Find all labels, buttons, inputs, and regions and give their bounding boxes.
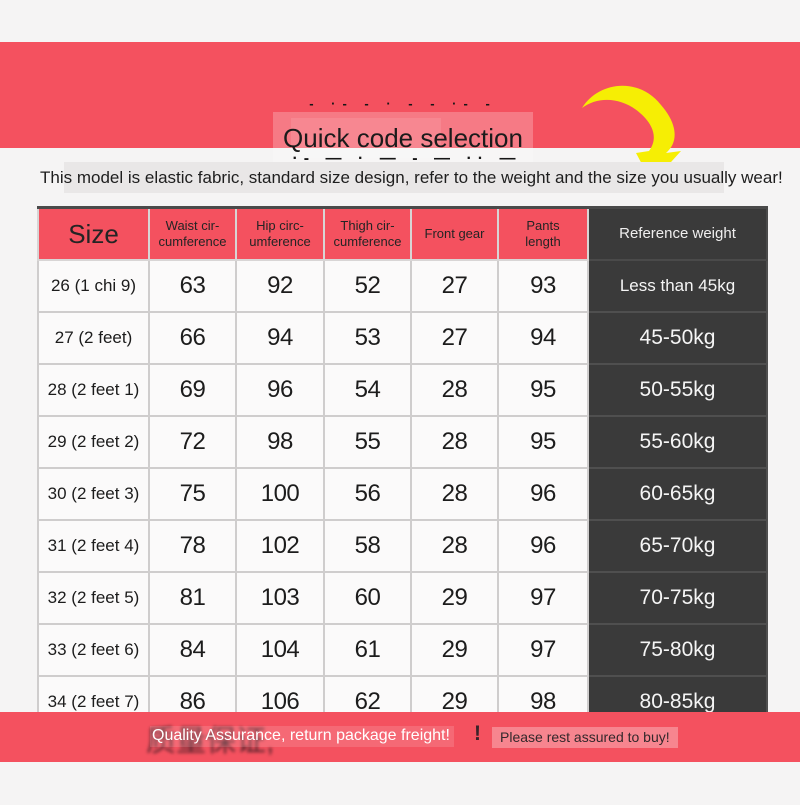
cell-front: 27: [410, 311, 499, 365]
footer-banner: 质量保证, Quality Assurance, return package …: [0, 712, 800, 762]
cell-waist: 72: [148, 415, 237, 469]
footer-exclamation: !: [474, 722, 481, 745]
cell-length: 94: [497, 311, 589, 365]
header-row: Size Waist cir- cumference Hip circ- umf…: [37, 206, 768, 261]
table-row: 31 (2 feet 4) 78 102 58 28 96 65-70kg: [37, 519, 768, 573]
cell-front: 28: [410, 519, 499, 573]
table-row: 32 (2 feet 5) 81 103 60 29 97 70-75kg: [37, 571, 768, 625]
note-text: This model is elastic fabric, standard s…: [40, 168, 783, 187]
cell-waist: 75: [148, 467, 237, 521]
cell-length: 96: [497, 519, 589, 573]
cell-hip: 103: [235, 571, 325, 625]
header-weight: Reference weight: [587, 206, 768, 261]
cell-size: 29 (2 feet 2): [37, 415, 150, 469]
note-band: [64, 162, 724, 193]
cell-hip: 102: [235, 519, 325, 573]
cell-hip: 100: [235, 467, 325, 521]
cell-hip: 104: [235, 623, 325, 677]
footer-assurance-text: Please rest assured to buy!: [492, 727, 678, 748]
cell-weight: 70-75kg: [587, 571, 768, 625]
cell-weight: 50-55kg: [587, 363, 768, 417]
footer-obscured-text: 质量保证,: [146, 725, 275, 758]
cell-thigh: 54: [323, 363, 412, 417]
cell-size: 32 (2 feet 5): [37, 571, 150, 625]
page-title: Quick code selection: [283, 123, 523, 153]
cell-waist: 66: [148, 311, 237, 365]
cell-thigh: 58: [323, 519, 412, 573]
table-row: 33 (2 feet 6) 84 104 61 29 97 75-80kg: [37, 623, 768, 677]
cell-size: 28 (2 feet 1): [37, 363, 150, 417]
cell-weight: 65-70kg: [587, 519, 768, 573]
cell-front: 28: [410, 415, 499, 469]
table-row: 29 (2 feet 2) 72 98 55 28 95 55-60kg: [37, 415, 768, 469]
cell-hip: 96: [235, 363, 325, 417]
table-row: 28 (2 feet 1) 69 96 54 28 95 50-55kg: [37, 363, 768, 417]
cell-thigh: 53: [323, 311, 412, 365]
cell-weight: 60-65kg: [587, 467, 768, 521]
cell-length: 95: [497, 415, 589, 469]
header-front: Front gear: [410, 206, 499, 261]
cell-thigh: 61: [323, 623, 412, 677]
cell-length: 93: [497, 259, 589, 313]
cell-hip: 98: [235, 415, 325, 469]
cell-front: 27: [410, 259, 499, 313]
cell-thigh: 60: [323, 571, 412, 625]
cell-hip: 94: [235, 311, 325, 365]
cell-length: 95: [497, 363, 589, 417]
footer-quality-text: Quality Assurance, return package freigh…: [150, 726, 454, 747]
cell-thigh: 55: [323, 415, 412, 469]
header-length: Pants length: [497, 206, 589, 261]
header-thigh: Thigh cir- cumference: [323, 206, 412, 261]
cell-waist: 69: [148, 363, 237, 417]
size-table-header: Size Waist cir- cumference Hip circ- umf…: [37, 206, 768, 261]
table-row: 30 (2 feet 3) 75 100 56 28 96 60-65kg: [37, 467, 768, 521]
cell-front: 28: [410, 363, 499, 417]
cell-front: 29: [410, 571, 499, 625]
cell-weight: Less than 45kg: [587, 259, 768, 313]
cell-waist: 78: [148, 519, 237, 573]
obscured-text-top: - ·- - · - - ·- -: [309, 96, 497, 111]
size-table: Size Waist cir- cumference Hip circ- umf…: [37, 206, 768, 729]
cell-length: 96: [497, 467, 589, 521]
cell-weight: 75-80kg: [587, 623, 768, 677]
cell-thigh: 52: [323, 259, 412, 313]
header-size: Size: [37, 206, 150, 261]
top-banner: - ·- - · - - ·- - ·- — · — - — ·· — Quic…: [0, 42, 800, 167]
table-row: 27 (2 feet) 66 94 53 27 94 45-50kg: [37, 311, 768, 365]
cell-waist: 84: [148, 623, 237, 677]
cell-hip: 92: [235, 259, 325, 313]
cell-thigh: 56: [323, 467, 412, 521]
header-hip: Hip circ- umference: [235, 206, 325, 261]
cell-waist: 63: [148, 259, 237, 313]
cell-size: 33 (2 feet 6): [37, 623, 150, 677]
cell-front: 29: [410, 623, 499, 677]
cell-size: 27 (2 feet): [37, 311, 150, 365]
cell-size: 30 (2 feet 3): [37, 467, 150, 521]
cell-length: 97: [497, 623, 589, 677]
cell-waist: 81: [148, 571, 237, 625]
cell-front: 28: [410, 467, 499, 521]
size-table-body: 26 (1 chi 9) 63 92 52 27 93 Less than 45kg 27 (…: [37, 259, 768, 729]
cell-weight: 55-60kg: [587, 415, 768, 469]
table-row: 26 (1 chi 9) 63 92 52 27 93 Less than 45kg: [37, 259, 768, 313]
header-waist: Waist cir- cumference: [148, 206, 237, 261]
title-blur-box: [273, 112, 533, 164]
cell-length: 97: [497, 571, 589, 625]
title-blur-patch: [291, 118, 441, 158]
cell-size: 31 (2 feet 4): [37, 519, 150, 573]
cell-size: 26 (1 chi 9): [37, 259, 150, 313]
cell-weight: 45-50kg: [587, 311, 768, 365]
